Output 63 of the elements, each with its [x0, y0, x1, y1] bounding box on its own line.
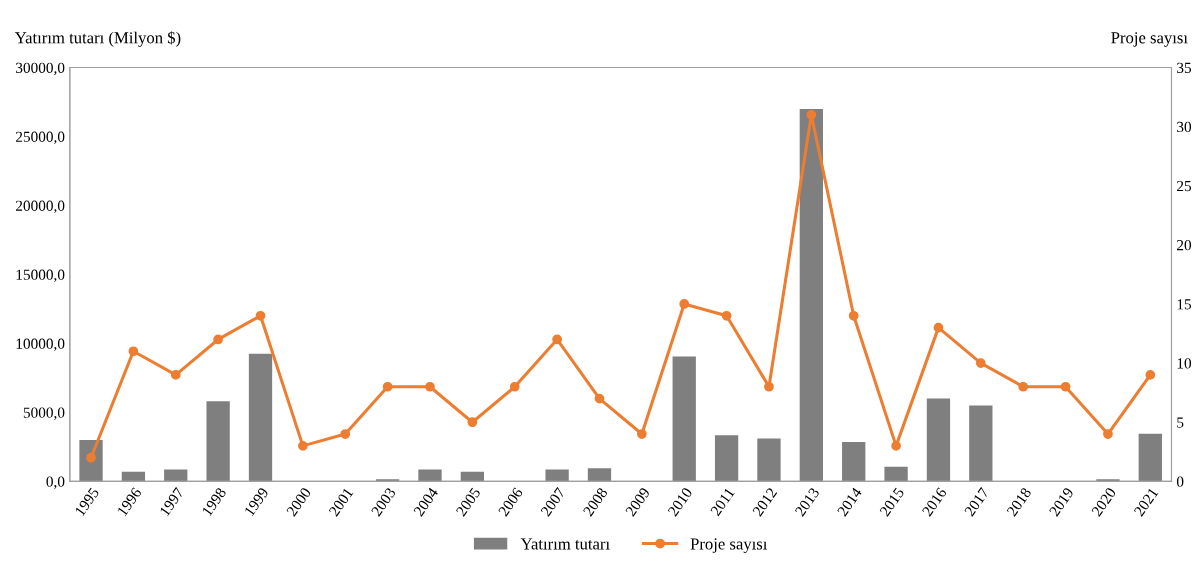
bar	[460, 471, 485, 482]
point	[636, 429, 647, 439]
y2-tick-label: 25	[1177, 180, 1192, 192]
point	[170, 370, 181, 380]
point	[255, 310, 266, 321]
bar	[799, 108, 823, 482]
point	[594, 393, 605, 404]
point	[933, 322, 944, 333]
bar	[1138, 433, 1162, 482]
y-tick-label: 25000,0	[15, 131, 65, 145]
bar	[1096, 479, 1120, 482]
bar	[884, 466, 908, 482]
point	[806, 109, 817, 120]
bar	[969, 405, 993, 482]
y2-tick-label: 5	[1177, 417, 1184, 428]
point	[382, 381, 393, 392]
y2-tick-label: 30	[1177, 121, 1192, 133]
y-tick-label: 5000,0	[23, 407, 65, 421]
y2-tick-label: 20	[1177, 240, 1192, 251]
legend-label: Proje sayısı	[690, 538, 768, 553]
bar	[121, 471, 146, 482]
point	[679, 299, 690, 309]
bar	[842, 442, 866, 482]
point	[1145, 370, 1156, 380]
bar	[587, 468, 612, 482]
point	[891, 441, 901, 451]
point	[298, 441, 308, 451]
bar	[757, 438, 781, 482]
bar	[418, 469, 442, 482]
bar	[926, 398, 951, 482]
y2-tick-label: 15	[1177, 299, 1192, 310]
bar	[714, 435, 739, 482]
y-tick-label: 0,0	[46, 476, 65, 489]
legend-label: Yatırım tutarı	[520, 538, 610, 550]
point	[1060, 381, 1071, 392]
y-axis-title: Yatırım tutarı (Milyon $)	[14, 31, 181, 47]
y2-tick-label: 10	[1177, 358, 1192, 369]
y-tick-label: 30000,0	[16, 62, 65, 76]
y-tick-label: 10000,0	[16, 338, 65, 352]
point	[128, 346, 139, 357]
bar	[248, 353, 273, 482]
y-tick-label: 15000,0	[16, 269, 65, 283]
bar	[206, 401, 230, 482]
point	[1018, 381, 1029, 392]
y2-tick-label: 35	[1177, 62, 1192, 73]
bar	[375, 479, 400, 482]
bar	[545, 469, 569, 482]
point	[1103, 429, 1113, 439]
point	[340, 429, 351, 439]
point	[552, 334, 562, 345]
point	[764, 381, 774, 392]
y2-tick-label: 0	[1176, 476, 1184, 487]
point	[721, 310, 732, 321]
point	[975, 358, 986, 368]
bar	[164, 469, 188, 482]
point	[467, 417, 478, 428]
point	[425, 381, 435, 392]
y2-axis-title: Proje sayısı	[1111, 32, 1188, 47]
y-tick-label: 20000,0	[15, 200, 65, 214]
point	[509, 381, 520, 392]
bar	[672, 356, 696, 482]
point	[213, 334, 223, 345]
point	[848, 310, 859, 321]
